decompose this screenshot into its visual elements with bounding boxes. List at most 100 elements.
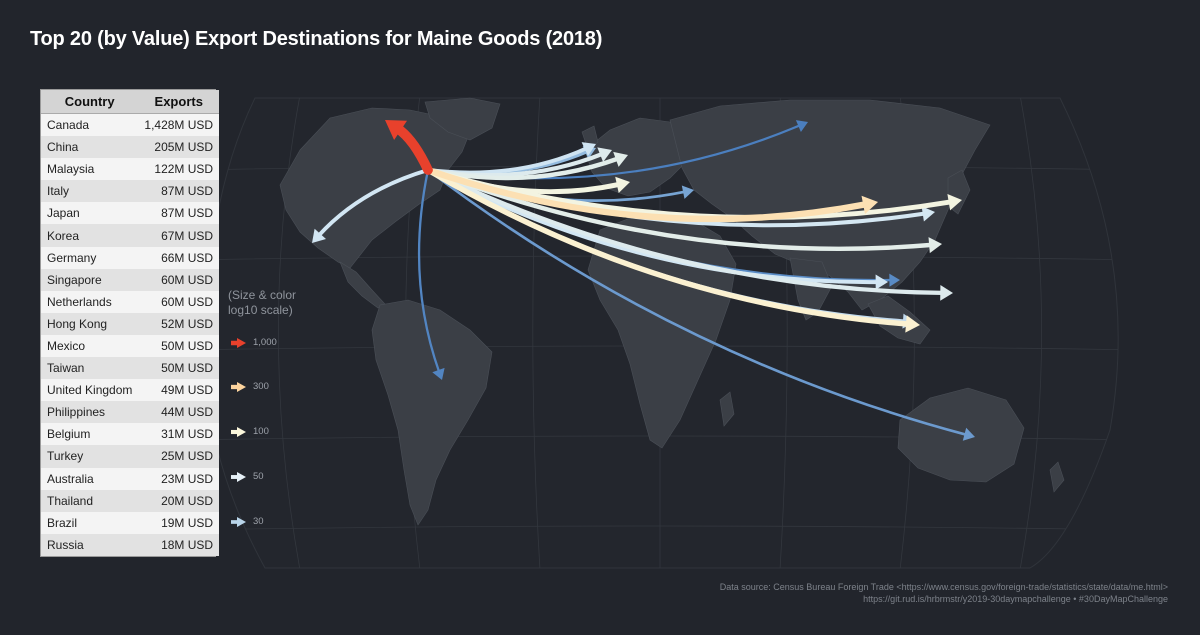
cell-country: Australia <box>41 467 139 490</box>
flow-arrowhead-canada <box>385 120 407 140</box>
source-note: Data source: Census Bureau Foreign Trade… <box>720 581 1168 605</box>
table-row: United Kingdom 49M USD <box>41 379 220 402</box>
cell-country: Canada <box>41 113 139 137</box>
table-row: Germany 66M USD <box>41 246 220 269</box>
legend-label: 50 <box>253 471 264 482</box>
flow-arrow-mexico <box>316 168 430 238</box>
cell-country: Singapore <box>41 268 139 291</box>
source-line-1: Data source: Census Bureau Foreign Trade… <box>719 582 1168 592</box>
table-row: China 205M USD <box>41 136 220 159</box>
flow-arrow-japan <box>425 167 954 220</box>
cell-country: Mexico <box>41 334 139 358</box>
table-row: Taiwan 50M USD <box>41 357 220 380</box>
cell-country: Russia <box>41 533 139 556</box>
cell-exports: 87M USD <box>138 180 220 203</box>
legend-title: (Size & color log10 scale) <box>228 288 297 317</box>
flow-arrowhead-malaysia <box>905 315 920 333</box>
flow-arrowhead-netherlands <box>597 147 612 162</box>
chart-title: Top 20 (by Value) Export Destinations fo… <box>30 28 603 50</box>
cell-exports: 50M USD <box>138 334 220 358</box>
table-row: Russia 18M USD <box>41 533 220 556</box>
graticule-line <box>532 98 541 568</box>
flow-arrowhead-germany <box>613 151 628 167</box>
export-flows <box>312 120 975 441</box>
table-row: Thailand 20M USD <box>41 489 220 512</box>
cell-country: Thailand <box>41 489 139 512</box>
flow-arrow-brazil <box>417 168 441 374</box>
land-south-america <box>371 299 493 526</box>
cell-country: Germany <box>41 246 139 269</box>
cell-exports: 18M USD <box>138 533 220 556</box>
cell-exports: 122M USD <box>138 158 220 181</box>
cell-country: Turkey <box>41 445 139 468</box>
flow-arrow-australia <box>426 168 968 437</box>
cell-country: Taiwan <box>41 357 139 380</box>
legend-label: 1,000 <box>253 337 277 348</box>
flow-arrowhead-hong-kong <box>921 206 935 222</box>
cell-exports: 66M USD <box>138 246 220 269</box>
land-australia <box>897 387 1025 483</box>
cell-country: United Kingdom <box>41 379 139 402</box>
flow-arrowhead-australia <box>962 427 975 441</box>
flow-arrow-china <box>424 166 870 223</box>
cell-country: Netherlands <box>41 290 139 313</box>
legend-label: 30 <box>253 516 264 527</box>
cell-exports: 52M USD <box>138 312 220 335</box>
land-africa <box>587 213 737 449</box>
legend-arrow-head <box>237 427 246 437</box>
table-row: Italy 87M USD <box>41 180 220 203</box>
cell-exports: 25M USD <box>138 445 220 468</box>
graticule-line <box>278 98 301 568</box>
flow-arrowhead-brazil <box>432 367 445 380</box>
table-row: Mexico 50M USD <box>41 334 220 358</box>
land-new-zealand <box>1049 461 1065 493</box>
legend-label: 100 <box>253 426 269 437</box>
table-row: Belgium 31M USD <box>41 423 220 446</box>
cell-country: Philippines <box>41 401 139 424</box>
table-row: Malaysia 122M USD <box>41 158 220 181</box>
flow-arrowhead-russia <box>795 120 808 132</box>
table-row: Hong Kong 52M USD <box>41 312 220 335</box>
table-row: Singapore 60M USD <box>41 268 220 291</box>
flow-arrowhead-mexico <box>312 228 326 243</box>
cell-country: Belgium <box>41 423 139 446</box>
exports-table: Country Exports Canada 1,428M USD China 205… <box>40 89 220 557</box>
cell-country: Japan <box>41 202 139 225</box>
legend-label: 300 <box>253 381 269 392</box>
cell-exports: 205M USD <box>138 136 220 159</box>
table-row: Turkey 25M USD <box>41 445 220 468</box>
cell-exports: 44M USD <box>138 401 220 424</box>
table-row: Netherlands 60M USD <box>41 290 220 313</box>
legend-arrows <box>231 338 246 527</box>
flow-arrowhead-japan <box>947 194 962 211</box>
legend-arrow-head <box>237 382 246 392</box>
legend-arrow-head <box>237 338 246 348</box>
cell-exports: 87M USD <box>138 202 220 225</box>
flow-arrowhead-china <box>861 195 878 214</box>
cell-exports: 50M USD <box>138 357 220 380</box>
flow-arrowhead-turkey <box>681 185 694 199</box>
legend-arrow-head <box>237 517 246 527</box>
table-row: Brazil 19M USD <box>41 511 220 534</box>
col-header-exports: Exports <box>138 90 220 114</box>
table-row: Australia 23M USD <box>41 467 220 490</box>
flow-arrowhead-italy <box>615 176 630 193</box>
land-madagascar <box>719 391 735 427</box>
cell-exports: 23M USD <box>138 467 220 490</box>
cell-country: Italy <box>41 180 139 203</box>
flow-arrow-malaysia <box>425 167 912 327</box>
table-row: Philippines 44M USD <box>41 401 220 424</box>
legend-arrow-head <box>237 472 246 482</box>
cell-exports: 60M USD <box>138 290 220 313</box>
flow-arrowhead-singapore <box>940 285 953 301</box>
cell-exports: 20M USD <box>138 489 220 512</box>
graticule-line <box>1019 98 1042 568</box>
land-greenland <box>424 97 501 141</box>
flow-arrow-singapore <box>425 167 945 296</box>
cell-country: Hong Kong <box>41 312 139 335</box>
cell-exports: 49M USD <box>138 379 220 402</box>
table-row: Canada 1,428M USD <box>41 113 220 137</box>
cell-exports: 31M USD <box>138 423 220 446</box>
cell-country: Malaysia <box>41 158 139 181</box>
